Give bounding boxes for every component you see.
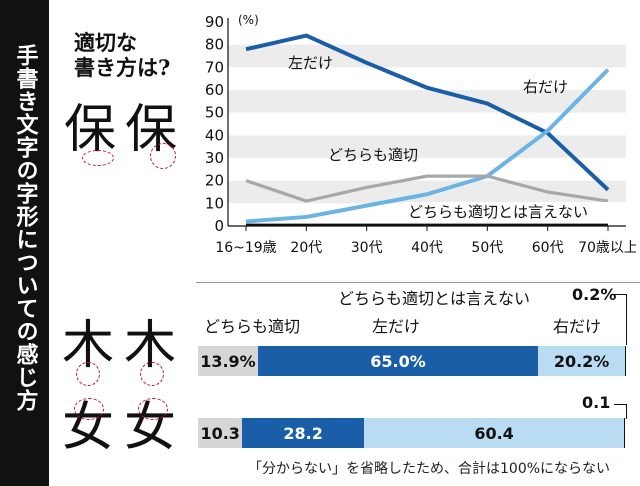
leader-line bbox=[614, 294, 627, 345]
bar-legend-both: どちらも適切 bbox=[204, 317, 301, 336]
highlight-circle bbox=[76, 362, 100, 386]
grid-band bbox=[228, 180, 626, 204]
bar-segment-neither bbox=[625, 346, 626, 376]
y-tick-label: 40 bbox=[205, 126, 224, 144]
footnote: 「分からない」を省略したため、合計は100%にならない bbox=[248, 461, 611, 477]
bar-row-onna: 10.3 28.2 60.4 bbox=[198, 418, 629, 448]
segment-label: 65.0% bbox=[370, 351, 426, 371]
bar-segment-both: 13.9% bbox=[198, 346, 258, 376]
grid-band bbox=[228, 44, 626, 68]
series-label-bg bbox=[404, 202, 630, 221]
y-tick-label: 50 bbox=[205, 104, 224, 122]
bar-segment-right: 60.4 bbox=[363, 418, 625, 448]
vertical-title-bar: 手書き文字の字形についての感じ方 bbox=[0, 0, 49, 486]
question-label: 適切な 書き方は? bbox=[74, 30, 170, 80]
y-tick-label: 10 bbox=[205, 194, 224, 212]
bar-segment-both: 10.3 bbox=[198, 418, 243, 448]
segment-label: 20.2% bbox=[553, 351, 610, 371]
x-tick-label: 60代 bbox=[532, 240, 564, 256]
segment-label: 13.9% bbox=[200, 351, 256, 371]
bar2-neither-value: 0.1 bbox=[582, 393, 611, 412]
grid-band bbox=[228, 90, 626, 113]
series-label: どちらも適切とは言えない bbox=[408, 203, 588, 221]
highlight-circle bbox=[138, 398, 168, 420]
bar1-neither-value: 0.2% bbox=[572, 285, 617, 304]
char-ho-left: 保 bbox=[64, 100, 117, 160]
highlight-circle bbox=[74, 398, 104, 420]
x-tick-label: 30代 bbox=[351, 240, 383, 256]
y-tick-label: 70 bbox=[205, 58, 224, 76]
bar-legend-right: 右だけ bbox=[553, 317, 602, 336]
highlight-circle bbox=[150, 143, 176, 169]
y-tick-label: 20 bbox=[205, 172, 224, 190]
series-line bbox=[245, 174, 609, 203]
bar-segment-left: 65.0% bbox=[257, 346, 539, 376]
bar-legend-left: 左だけ bbox=[372, 317, 421, 336]
bar-segment-right: 20.2% bbox=[538, 346, 626, 376]
x-tick-label: 40代 bbox=[411, 240, 443, 256]
bar-segment-left: 28.2 bbox=[242, 418, 364, 448]
segment-label: 28.2 bbox=[283, 423, 323, 443]
leader-line bbox=[614, 404, 627, 419]
y-tick-label: 30 bbox=[205, 149, 224, 167]
y-tick-label: 0 bbox=[214, 217, 224, 235]
x-tick-label: 70歳以上 bbox=[578, 240, 636, 256]
grid-band bbox=[228, 135, 626, 158]
y-tick-label: 90 bbox=[205, 13, 224, 31]
series-line bbox=[245, 68, 610, 224]
line-chart: 0 10 20 30 40 50 60 70 80 90 (%) 16~19歳 20代 30代 40代 50代… bbox=[205, 13, 636, 256]
question-line-2: 書き方は? bbox=[74, 55, 171, 80]
x-tick-label: 50代 bbox=[471, 240, 503, 256]
highlight-circle bbox=[82, 150, 114, 166]
y-tick-label: 80 bbox=[205, 36, 224, 54]
bar-legend-neither: どちらも適切とは言えない bbox=[338, 289, 531, 308]
series-label: 左だけ bbox=[288, 54, 333, 72]
segment-label: 60.4 bbox=[474, 423, 514, 443]
separator bbox=[196, 282, 640, 283]
question-line-1: 適切な bbox=[74, 30, 137, 55]
x-tick-label: 20代 bbox=[290, 240, 322, 256]
y-unit-label: (%) bbox=[238, 13, 259, 27]
x-tick-label: 16~19歳 bbox=[215, 240, 276, 256]
bar-row-ki: 13.9% 65.0% 20.2% bbox=[198, 346, 629, 376]
highlight-circle bbox=[140, 362, 164, 386]
segment-label: 10.3 bbox=[200, 423, 240, 443]
series-label: 右だけ bbox=[523, 78, 568, 96]
y-tick-label: 60 bbox=[205, 81, 224, 99]
series-label: どちらも適切 bbox=[328, 146, 418, 164]
title: 手書き文字の字形についての感じ方 bbox=[12, 44, 38, 412]
